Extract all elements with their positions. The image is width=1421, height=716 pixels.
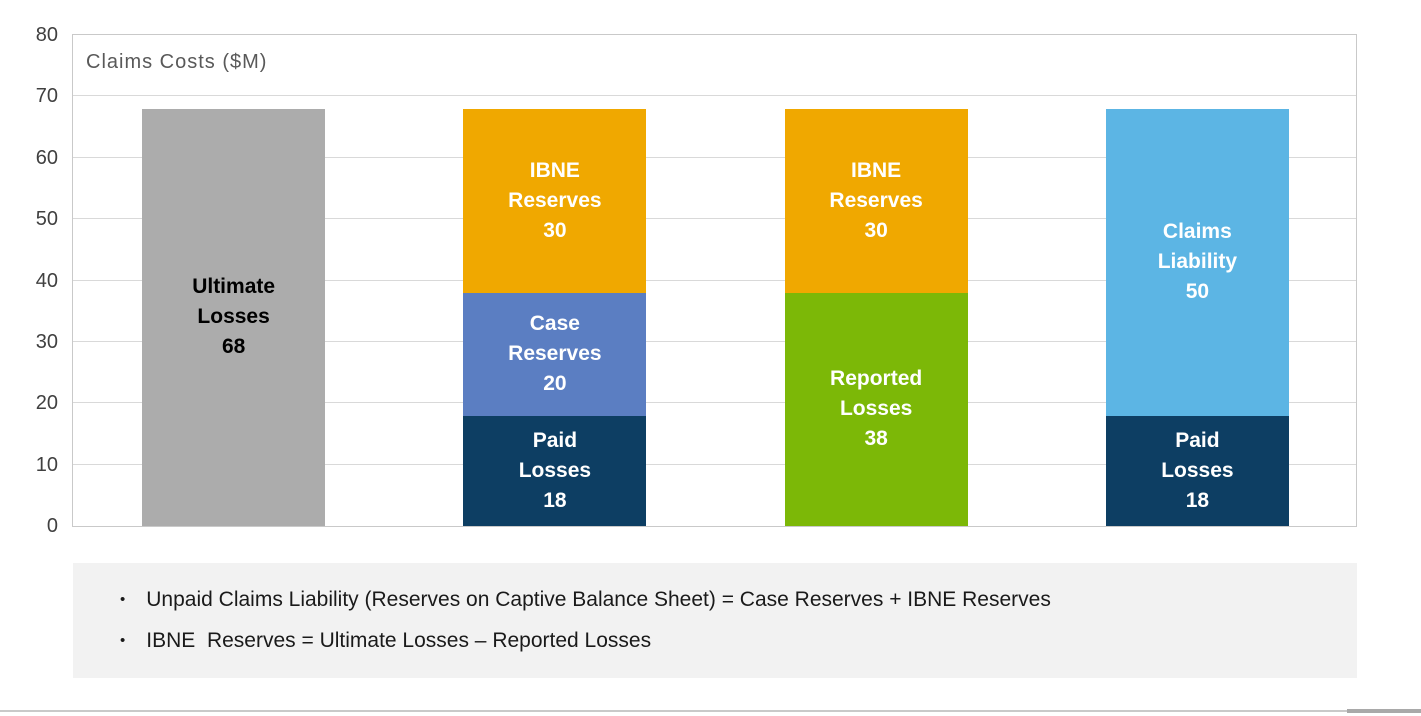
bar-segment: Ultimate Losses 68 [142, 108, 326, 526]
note-row: • Unpaid Claims Liability (Reserves on Ca… [120, 588, 1357, 612]
segment-label-line: 30 [864, 218, 888, 242]
segment-label: IBNE Reserves 30 [508, 156, 601, 246]
segment-label-line: Case [529, 312, 580, 336]
segment-label: Ultimate Losses 68 [192, 272, 275, 362]
gridline [73, 218, 1356, 220]
segment-label-line: Liability [1157, 250, 1238, 274]
segment-label-line: IBNE [851, 158, 902, 182]
segment-label: Claims Liability 50 [1158, 217, 1237, 307]
segment-label-line: Claims [1162, 220, 1232, 244]
note-text-unpaid-claims-liability: Unpaid Claims Liability (Reserves on Cap… [146, 588, 1051, 611]
segment-label-line: Reserves [508, 342, 602, 366]
segment-label-line: Reported [830, 367, 923, 391]
gridline [73, 95, 1356, 97]
gridline [73, 463, 1356, 465]
plot-area: Claims Costs ($M) Ultimate Losses 68 Paid Lo… [72, 34, 1357, 527]
segment-label: Case Reserves 20 [508, 309, 601, 399]
y-tick-label: 80 [35, 24, 58, 46]
segment-label-line: 18 [1185, 488, 1210, 512]
segment-label-line: 38 [864, 427, 888, 451]
y-tick-label: 70 [35, 85, 58, 108]
notes-box: • Unpaid Claims Liability (Reserves on Ca… [73, 563, 1357, 678]
bar-segment: Claims Liability 50 [1105, 108, 1289, 416]
segment-label: Reported Losses 38 [830, 364, 922, 454]
bullet-icon: • [120, 591, 126, 608]
segment-label-line: Reserves [829, 188, 923, 212]
bar-segment: IBNE Reserves 30 [463, 108, 647, 293]
segment-label-line: 68 [221, 335, 246, 359]
segment-label: IBNE Reserves 30 [829, 156, 922, 246]
bar-segment: Paid Losses 18 [463, 415, 647, 526]
y-tick-label: 60 [35, 146, 58, 169]
scrollbar-remnant [1347, 709, 1421, 713]
bullet-icon: • [120, 632, 126, 649]
segment-label-line: Losses [518, 458, 592, 482]
segment-label-line: Reserves [508, 188, 602, 212]
segment-label-line: Losses [197, 305, 270, 329]
segment-label-line: 30 [543, 218, 567, 242]
chart-title: Claims Costs ($M) [86, 51, 268, 73]
bottom-divider [0, 710, 1421, 712]
segment-label-line: 50 [1185, 280, 1210, 304]
segment-label: Paid Losses 18 [519, 426, 591, 516]
segment-label-line: Losses [839, 397, 913, 421]
segment-label: Paid Losses 18 [1161, 426, 1233, 516]
segment-label-line: Paid [532, 428, 578, 452]
note-row: • IBNE Reserves = Ultimate Losses – Repor… [120, 629, 1357, 653]
gridline [73, 402, 1356, 404]
segment-label-line: IBNE [529, 158, 580, 182]
y-tick-label: 10 [35, 453, 58, 476]
segment-label-line: 18 [543, 488, 567, 512]
y-tick-label: 0 [46, 515, 58, 537]
gridline [73, 279, 1356, 281]
y-tick-label: 30 [35, 330, 58, 353]
note-text-ibne-reserves: IBNE Reserves = Ultimate Losses – Report… [146, 629, 652, 652]
gridline [73, 340, 1356, 342]
gridline [73, 156, 1356, 158]
segment-label-line: Ultimate [192, 275, 276, 299]
y-tick-label: 40 [35, 269, 58, 292]
y-tick-label: 20 [35, 392, 58, 415]
bar-segment: Paid Losses 18 [1105, 415, 1289, 526]
bar-segment: IBNE Reserves 30 [784, 108, 968, 293]
segment-label-line: Losses [1161, 458, 1234, 482]
segment-label-line: Paid [1175, 428, 1220, 452]
bar-segment: Reported Losses 38 [784, 292, 968, 526]
y-tick-label: 50 [35, 208, 58, 231]
bar-segment: Case Reserves 20 [463, 292, 647, 416]
segment-label-line: 20 [543, 372, 567, 396]
